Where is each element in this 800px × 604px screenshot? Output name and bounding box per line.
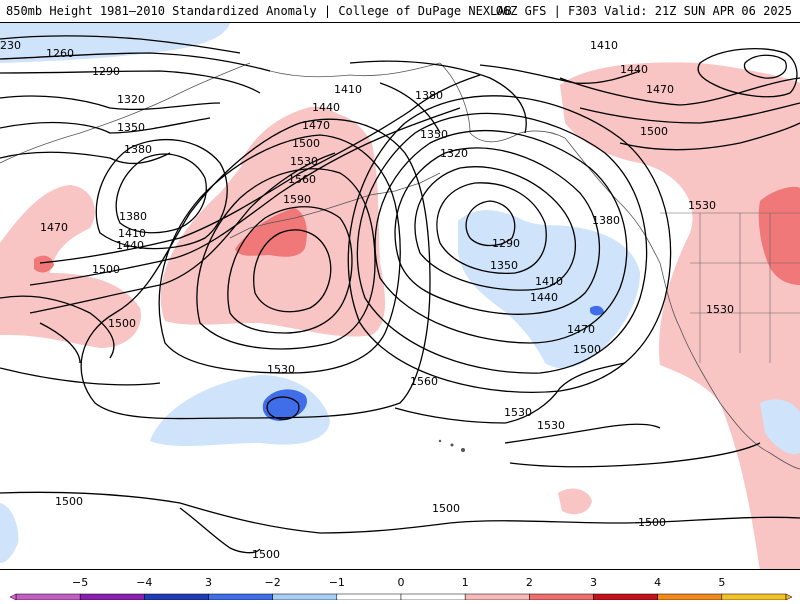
contour-label: 1410	[334, 83, 362, 96]
colorbar-tick-label: −1	[328, 576, 345, 589]
coastlines	[0, 62, 800, 470]
positive-anomaly-core	[235, 208, 307, 257]
colorbar: −5 −4 3 −2 −1 0 1 2 3 4 5	[0, 570, 800, 601]
colorbar-segment	[593, 593, 658, 601]
colorbar-segment	[15, 593, 81, 601]
contour-label: 1470	[646, 83, 674, 96]
contour-label: 1500	[92, 263, 120, 276]
colorbar-segment	[721, 593, 787, 601]
positive-anomaly-south-small	[558, 488, 592, 515]
height-contours	[0, 35, 800, 554]
colorbar-tick-label: −4	[136, 576, 153, 589]
negative-anomaly-trough-core	[590, 305, 604, 316]
colorbar-tick-label: 4	[654, 576, 662, 589]
contour-label: 1500	[573, 343, 601, 356]
colorbar-tick-label: 2	[525, 576, 533, 589]
contour-label: 1470	[567, 323, 595, 336]
contour-label: 1590	[283, 193, 311, 206]
contour-label: 1530	[290, 155, 318, 168]
contour-label: 1500	[432, 502, 460, 515]
colorbar-segment	[79, 593, 145, 601]
contour-label: 1350	[490, 259, 518, 272]
colorbar-segment	[272, 593, 338, 601]
colorbar-segment	[657, 593, 723, 601]
contour-label: 1560	[410, 375, 438, 388]
south-low-contour	[266, 396, 300, 420]
colorbar-segment	[208, 593, 273, 601]
contour-label: 1290	[92, 65, 120, 78]
contour-label: 1530	[688, 199, 716, 212]
negative-anomaly-southwest	[0, 503, 19, 563]
contour-label: 1410	[118, 227, 146, 240]
contour-label: 1530	[504, 406, 532, 419]
contour-label: 1500	[638, 516, 666, 529]
contour-label: 1530	[537, 419, 565, 432]
colorbar-segment	[464, 593, 530, 601]
colorbar-tick-label: 0	[397, 576, 405, 589]
contour-label: 1350	[117, 121, 145, 134]
negative-anomaly-south-core	[262, 389, 308, 421]
contour-label: 1440	[116, 239, 144, 252]
map-title: 850mb Height 1981–2010 Standardized Anom…	[6, 4, 512, 18]
colorbar-tick-label: 3	[590, 576, 597, 589]
header: 850mb Height 1981–2010 Standardized Anom…	[0, 0, 800, 22]
contour-label: 1440	[530, 291, 558, 304]
negative-anomaly-trough	[458, 210, 640, 369]
contour-label: 1500	[252, 548, 280, 561]
colorbar-segment	[529, 593, 594, 601]
positive-anomaly-north-america	[560, 62, 800, 569]
contour-label: 1380	[415, 89, 443, 102]
contour-label: 1380	[592, 214, 620, 227]
contour-label: 230	[0, 39, 21, 52]
contour-label: 1320	[117, 93, 145, 106]
contour-label: 1410	[535, 275, 563, 288]
anomaly-map: 230 1260 1290 1320 1350 1380 1380 1410 1…	[0, 22, 800, 570]
contour-label: 1320	[440, 147, 468, 160]
colorbar-segment	[400, 593, 466, 601]
positive-anomaly-west-core	[34, 255, 54, 273]
negative-anomaly-northwest	[0, 23, 230, 63]
contour-label: 1380	[119, 210, 147, 223]
negative-anomaly-southeast	[760, 399, 800, 455]
contour-label: 1470	[302, 119, 330, 132]
positive-anomaly-west	[0, 185, 141, 348]
colorbar-tick-label: −5	[72, 576, 89, 589]
contour-label: 1470	[40, 221, 68, 234]
contour-label: 1260	[46, 47, 74, 60]
colorbar-tick-label: 1	[461, 576, 469, 589]
contour-label: 1380	[124, 143, 152, 156]
colorbar-strip	[9, 593, 793, 601]
contour-label: 1500	[108, 317, 136, 330]
map-canvas: 230 1260 1290 1320 1350 1380 1380 1410 1…	[0, 23, 800, 569]
contour-label: 1440	[620, 63, 648, 76]
contour-label: 1290	[492, 237, 520, 250]
contour-label: 1500	[55, 495, 83, 508]
colorbar-segment	[336, 593, 402, 601]
colorbar-segment	[144, 593, 209, 601]
contour-label: 1410	[590, 39, 618, 52]
contour-label: 1530	[267, 363, 295, 376]
contour-labels: 230 1260 1290 1320 1350 1380 1380 1410 1…	[0, 39, 734, 561]
model-valid-time: 06Z GFS | F303 Valid: 21Z SUN APR 06 202…	[495, 4, 792, 18]
contour-label: 1350	[420, 128, 448, 141]
colorbar-tick-label: −2	[264, 576, 281, 589]
contour-label: 1560	[288, 173, 316, 186]
anomaly-shading	[0, 23, 800, 569]
colorbar-tick-label: 5	[718, 576, 726, 589]
contour-label: 1440	[312, 101, 340, 114]
contour-label: 1530	[706, 303, 734, 316]
state-borders	[660, 212, 800, 363]
contour-label: 1500	[640, 125, 668, 138]
colorbar-tick-label: 3	[205, 576, 212, 589]
contour-label: 1500	[292, 137, 320, 150]
positive-anomaly-east-core	[758, 186, 800, 285]
